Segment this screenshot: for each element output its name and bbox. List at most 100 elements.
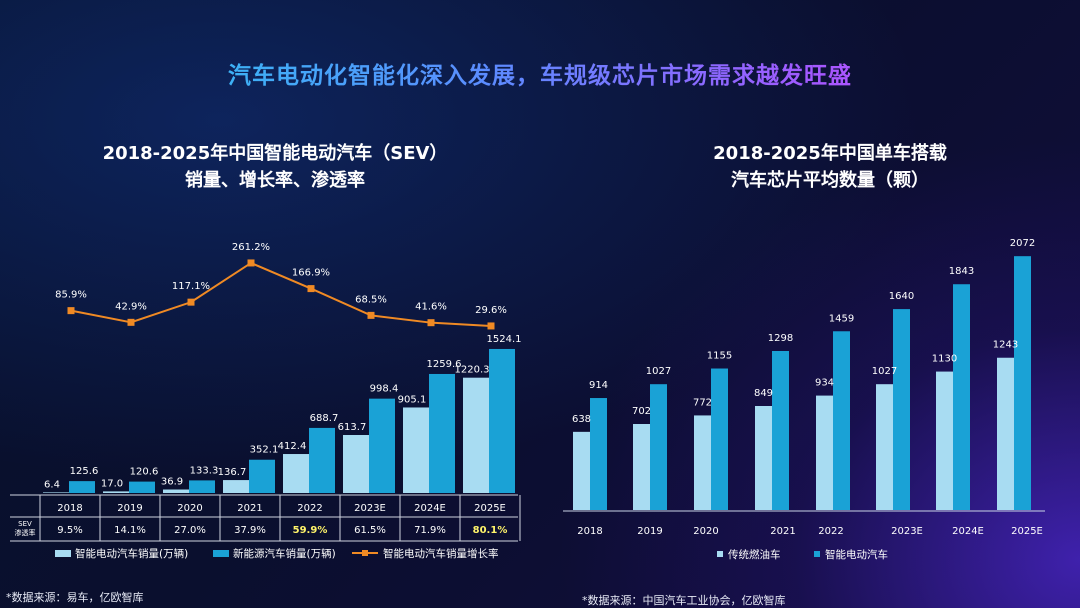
ev-chip-label: 1843 (949, 266, 974, 277)
ice-chip-label: 772 (693, 397, 712, 408)
ev-chip-bar (893, 309, 910, 510)
growth-rate-label: 261.2% (232, 242, 270, 253)
ev-chip-label: 1027 (646, 366, 671, 377)
nev-sales-label: 688.7 (310, 413, 339, 424)
ev-chip-bar (711, 368, 728, 510)
sev-sales-label: 613.7 (338, 422, 367, 433)
x-axis-tick-label: 2018 (57, 503, 82, 514)
ev-chip-label: 914 (589, 380, 608, 391)
sev-sales-label: 36.9 (161, 477, 183, 488)
x-axis-tick-label: 2024E (414, 503, 446, 514)
ev-chip-label: 1459 (829, 313, 854, 324)
x-axis-tick-label: 2022 (297, 503, 322, 514)
nev-sales-bar (129, 481, 155, 493)
legend-marker-growth (362, 550, 368, 556)
right-chart-title: 2018-2025年中国单车搭载 汽车芯片平均数量（颗） (640, 140, 1020, 194)
legend-label-growth: 智能电动汽车销量增长率 (383, 547, 499, 560)
ice-chip-label: 702 (632, 406, 651, 417)
sev-sales-label: 17.0 (101, 478, 123, 489)
growth-rate-label: 85.9% (55, 290, 87, 301)
page-title: 汽车电动化智能化深入发展，车规级芯片市场需求越发旺盛 (0, 56, 1080, 90)
ice-chip-label: 934 (815, 378, 834, 389)
nev-sales-bar (489, 348, 515, 493)
ev-chip-label: 2072 (1010, 238, 1035, 249)
sev-sales-bar (43, 492, 69, 493)
nev-sales-label: 125.6 (70, 466, 99, 477)
left-chart-title-line1: 2018-2025年中国智能电动汽车（SEV） (102, 143, 448, 164)
nev-sales-bar (429, 373, 455, 493)
x-axis-tick-label: 2021 (237, 503, 262, 514)
ice-chip-bar (633, 424, 650, 510)
penetration-rate-value: 14.1% (114, 525, 146, 536)
nev-sales-label: 1259.6 (427, 359, 462, 370)
growth-rate-point (427, 319, 435, 327)
legend-swatch-ev (814, 551, 820, 557)
penetration-rate-value: 9.5% (57, 525, 82, 536)
legend-swatch-nev (213, 550, 229, 557)
growth-rate-point (487, 322, 495, 330)
left-chart-title-line2: 销量、增长率、渗透率 (185, 170, 365, 191)
legend-label-ice: 传统燃油车 (728, 548, 781, 561)
nev-sales-bar (249, 459, 275, 493)
ice-chip-bar (755, 405, 772, 510)
ev-chip-bar (650, 384, 667, 510)
x-axis-tick-label: 2020 (693, 526, 718, 537)
ice-chip-label: 849 (754, 388, 773, 399)
right-source-note: *数据来源：中国汽车工业协会，亿欧智库 (582, 594, 786, 607)
sev-sales-label: 6.4 (44, 479, 60, 490)
ev-chip-label: 1298 (768, 333, 793, 344)
ev-chip-bar (1014, 256, 1031, 510)
growth-rate-point (67, 307, 75, 315)
ice-chip-bar (573, 431, 590, 510)
x-axis-tick-label: 2018 (577, 526, 602, 537)
penetration-rate-value: 27.0% (174, 525, 206, 536)
growth-rate-label: 166.9% (292, 268, 330, 279)
sev-sales-bar (343, 435, 369, 493)
x-axis-tick-label: 2019 (117, 503, 142, 514)
sev-sales-label: 905.1 (398, 394, 427, 405)
penetration-rate-value: 37.9% (234, 525, 266, 536)
sev-sales-label: 412.4 (278, 441, 307, 452)
growth-rate-point (247, 259, 255, 267)
legend-swatch-sev (55, 550, 71, 557)
nev-sales-label: 1524.1 (487, 334, 522, 345)
sev-sales-label: 1220.3 (455, 365, 490, 376)
ev-chip-bar (590, 398, 607, 510)
ice-chip-label: 1130 (932, 354, 957, 365)
sev-sales-bar (223, 480, 249, 493)
sev-sales-bar (463, 377, 489, 493)
sev-sales-bar (163, 489, 189, 493)
left-source-note: *数据来源：易车，亿欧智库 (6, 591, 144, 604)
sev-sales-label: 136.7 (218, 467, 247, 478)
x-axis-tick-label: 2021 (770, 526, 795, 537)
legend-swatch-ice (717, 551, 723, 557)
penetration-rate-value: 59.9% (293, 525, 328, 536)
ice-chip-label: 638 (572, 414, 591, 425)
growth-rate-point (187, 298, 195, 306)
nev-sales-label: 133.3 (190, 465, 219, 476)
ice-chip-bar (876, 384, 893, 510)
sev-sales-bar (403, 407, 429, 493)
penetration-rate-value: 80.1% (473, 525, 508, 536)
nev-sales-label: 120.6 (130, 467, 159, 478)
growth-rate-point (307, 285, 315, 293)
legend-label-sev: 智能电动汽车销量(万辆) (75, 547, 188, 560)
x-axis-tick-label: 2022 (818, 526, 843, 537)
growth-rate-label: 41.6% (415, 302, 447, 313)
ev-chip-bar (772, 350, 789, 510)
growth-rate-point (127, 318, 135, 326)
penetration-rate-value: 61.5% (354, 525, 386, 536)
growth-rate-label: 29.6% (475, 305, 507, 316)
ice-chip-bar (936, 371, 953, 510)
table-row-label: 渗透率 (15, 528, 36, 537)
legend-label-nev: 新能源汽车销量(万辆) (233, 547, 336, 560)
nev-sales-bar (369, 398, 395, 493)
x-axis-tick-label: 2024E (952, 526, 984, 537)
x-axis-tick-label: 2020 (177, 503, 202, 514)
x-axis-tick-label: 2019 (637, 526, 662, 537)
sev-sales-bar (103, 491, 129, 493)
nev-sales-bar (189, 480, 215, 493)
ev-chip-label: 1640 (889, 291, 914, 302)
x-axis-tick-label: 2025E (1011, 526, 1043, 537)
